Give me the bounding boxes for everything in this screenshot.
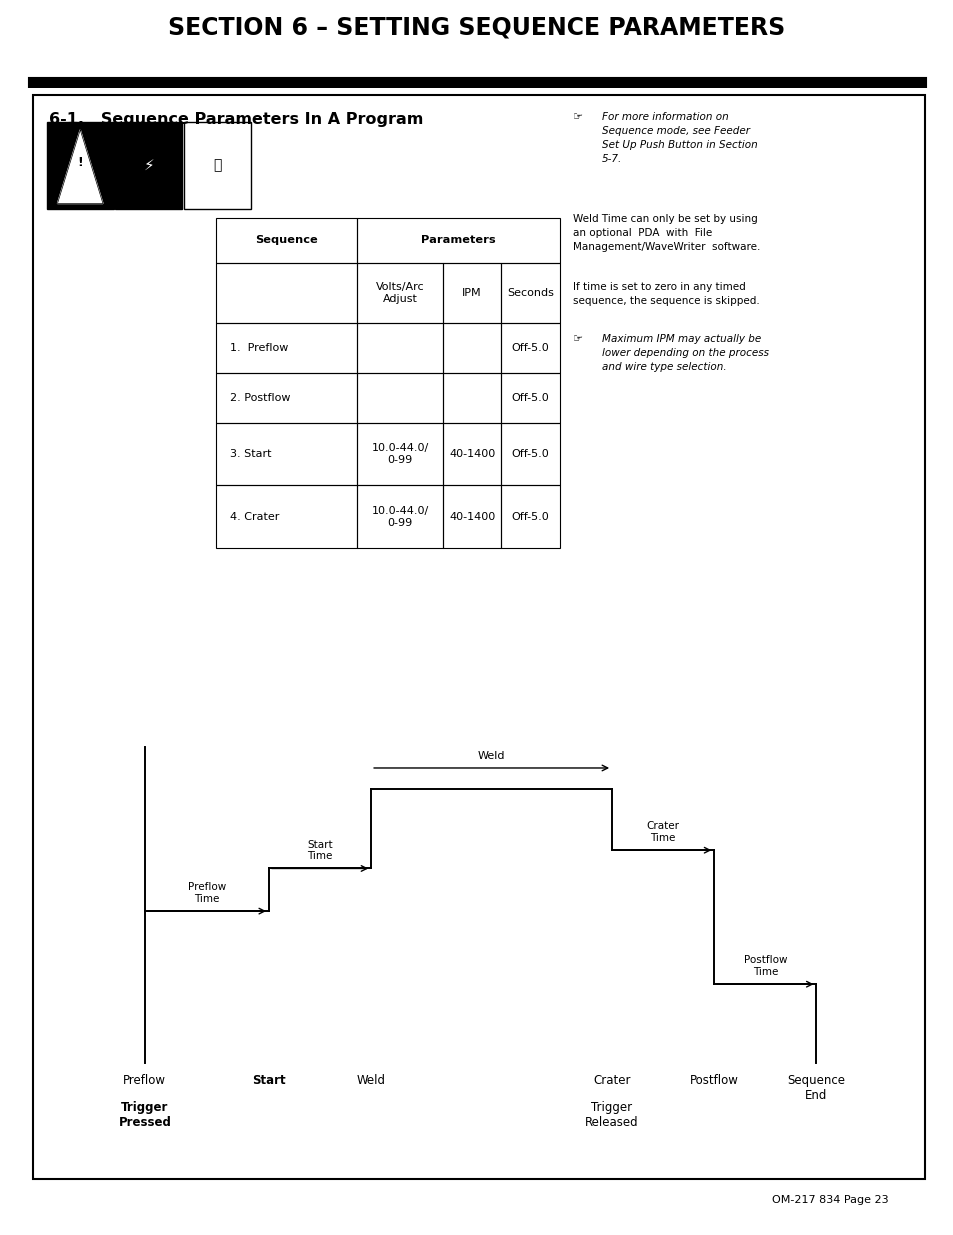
Text: Weld: Weld [356,1074,385,1087]
Text: 10.0-44.0/
0-99: 10.0-44.0/ 0-99 [371,443,428,464]
Bar [356,373,442,422]
Bar [356,217,559,263]
Bar [500,322,559,373]
Bar [500,263,559,322]
Bar [184,122,251,209]
Text: Crater: Crater [593,1074,630,1087]
Bar [216,217,356,263]
Text: Weld: Weld [477,751,505,761]
Text: 2. Postflow: 2. Postflow [230,393,290,403]
Text: Sequence: Sequence [255,236,317,246]
Text: If time is set to zero in any timed
sequence, the sequence is skipped.: If time is set to zero in any timed sequ… [573,282,759,305]
Text: 40-1400: 40-1400 [449,450,495,459]
Text: Preflow: Preflow [123,1074,166,1087]
Text: ✋: ✋ [213,158,221,173]
Text: Parameters: Parameters [420,236,496,246]
Text: Postflow
Time: Postflow Time [742,956,786,977]
Text: !: ! [77,156,83,169]
Bar [115,122,182,209]
Bar [356,322,442,373]
Text: ☞: ☞ [573,333,582,343]
Text: Off-5.0: Off-5.0 [511,343,549,353]
Text: Off-5.0: Off-5.0 [511,511,549,522]
Text: Volts/Arc
Adjust: Volts/Arc Adjust [375,282,424,304]
Bar [500,422,559,485]
Text: Weld Time can only be set by using
an optional  PDA  with  File
Management/WaveW: Weld Time can only be set by using an op… [573,215,760,252]
Text: Trigger
Pressed: Trigger Pressed [118,1102,172,1129]
Text: 3. Start: 3. Start [230,450,271,459]
Text: Start: Start [252,1074,286,1087]
Text: IPM: IPM [462,288,481,298]
Bar [216,322,356,373]
Bar [442,322,500,373]
Text: Preflow
Time: Preflow Time [188,882,226,904]
Polygon shape [57,130,103,204]
Text: SECTION 6 – SETTING SEQUENCE PARAMETERS: SECTION 6 – SETTING SEQUENCE PARAMETERS [168,16,785,40]
Bar [356,485,442,548]
Text: Start
Time: Start Time [307,840,333,861]
Text: Postflow: Postflow [689,1074,738,1087]
Text: OM-217 834 Page 23: OM-217 834 Page 23 [771,1195,887,1205]
Text: Sequence
End: Sequence End [786,1074,844,1103]
Text: Off-5.0: Off-5.0 [511,393,549,403]
Text: For more information on
Sequence mode, see Feeder
Set Up Push Button in Section
: For more information on Sequence mode, s… [601,112,757,164]
Text: Crater
Time: Crater Time [646,821,679,844]
Text: 40-1400: 40-1400 [449,511,495,522]
Text: Maximum IPM may actually be
lower depending on the process
and wire type selecti: Maximum IPM may actually be lower depend… [601,333,768,372]
Bar [442,373,500,422]
Text: ⚡: ⚡ [143,158,154,173]
Bar [356,422,442,485]
Bar [216,373,356,422]
Bar [442,485,500,548]
Bar [47,122,113,209]
Text: 6-1.   Sequence Parameters In A Program: 6-1. Sequence Parameters In A Program [50,112,423,127]
Bar [216,485,356,548]
Text: Trigger
Released: Trigger Released [584,1102,639,1129]
Bar [356,263,442,322]
Text: 1.  Preflow: 1. Preflow [230,343,288,353]
Text: 4. Crater: 4. Crater [230,511,278,522]
Bar [500,485,559,548]
Text: 10.0-44.0/
0-99: 10.0-44.0/ 0-99 [371,506,428,527]
Bar [442,263,500,322]
Bar [442,422,500,485]
Text: ☞: ☞ [573,112,582,122]
Bar [500,373,559,422]
Text: Seconds: Seconds [506,288,554,298]
Text: Off-5.0: Off-5.0 [511,450,549,459]
Bar [216,422,356,485]
Bar [216,263,356,322]
